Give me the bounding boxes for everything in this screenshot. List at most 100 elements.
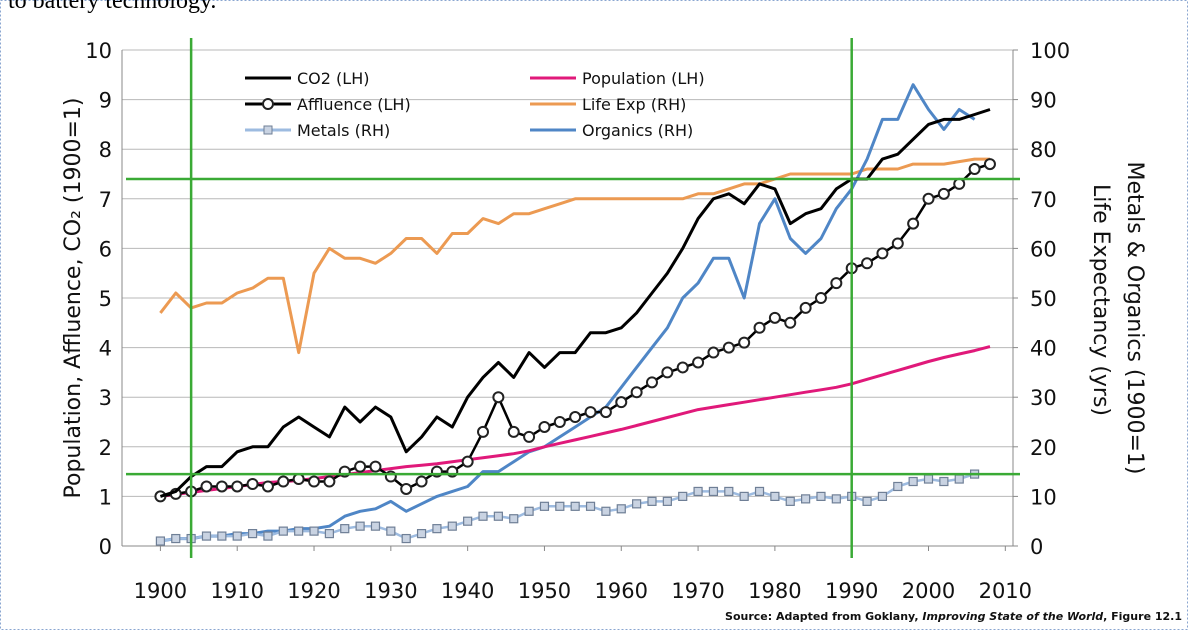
marker	[708, 486, 719, 497]
marker	[386, 526, 396, 536]
y2-tick-label: 0	[1030, 535, 1043, 559]
marker	[355, 521, 365, 531]
marker	[232, 531, 242, 541]
marker	[201, 531, 212, 541]
y2-tick-label: 10	[1030, 485, 1057, 509]
marker	[492, 391, 505, 404]
marker	[277, 475, 290, 488]
legend-label: Life Exp (RH)	[582, 95, 686, 114]
marker	[599, 406, 612, 419]
marker	[155, 536, 166, 546]
marker	[968, 163, 981, 176]
marker	[830, 277, 843, 290]
legend-label: Organics (RH)	[582, 121, 693, 140]
marker	[171, 533, 181, 544]
x-tick-label: 1940	[441, 579, 494, 603]
series-line	[159, 157, 990, 355]
source-text: , Figure 12.1	[1103, 610, 1182, 623]
marker	[877, 491, 888, 501]
marker	[200, 480, 213, 493]
marker	[416, 528, 427, 539]
x-tick-label: 1950	[518, 579, 571, 603]
x-tick-label: 1980	[748, 579, 801, 603]
x-tick-label: 2000	[902, 579, 955, 603]
marker	[308, 475, 321, 488]
legend-label: Population (LH)	[582, 69, 705, 88]
marker	[538, 420, 551, 433]
marker	[463, 516, 473, 526]
marker	[447, 521, 457, 531]
marker	[585, 501, 596, 511]
marker	[616, 504, 626, 514]
marker	[785, 496, 795, 506]
marker	[784, 316, 797, 329]
y-tick-label: 7	[99, 188, 112, 212]
marker	[678, 491, 688, 501]
marker	[523, 430, 536, 443]
legend-label: CO2 (LH)	[297, 69, 369, 88]
marker	[555, 501, 565, 511]
y-axis-label: Population, Affluence, CO₂ (1900=1)	[61, 97, 86, 498]
marker	[876, 247, 889, 260]
marker	[908, 476, 918, 487]
marker	[801, 494, 811, 504]
marker	[861, 257, 874, 270]
marker	[509, 514, 519, 524]
marker	[816, 491, 826, 501]
y-tick-label: 8	[99, 138, 112, 162]
marker	[738, 336, 751, 349]
marker	[722, 341, 735, 354]
marker	[692, 356, 705, 369]
marker	[323, 475, 336, 488]
y2-tick-label: 70	[1030, 188, 1057, 212]
marker	[814, 292, 827, 304]
marker	[553, 416, 566, 428]
marker	[278, 526, 288, 536]
marker	[630, 386, 643, 399]
marker	[923, 474, 934, 484]
marker	[770, 491, 780, 501]
y2-axis-label: Life Expectancy (yrs)	[1088, 184, 1113, 416]
y-tick-label: 1	[99, 485, 112, 509]
marker	[983, 158, 996, 171]
x-tick-label: 1960	[595, 579, 648, 603]
marker	[354, 460, 367, 473]
marker	[400, 482, 413, 495]
y-tick-label: 4	[99, 337, 112, 361]
marker	[324, 528, 334, 539]
y-tick-label: 0	[99, 535, 112, 559]
marker	[524, 506, 534, 516]
marker	[937, 187, 950, 200]
marker	[263, 531, 273, 541]
marker	[294, 526, 304, 536]
marker	[724, 486, 734, 497]
y2-tick-label: 80	[1030, 138, 1057, 162]
marker	[753, 321, 766, 334]
marker	[615, 396, 628, 409]
marker	[461, 455, 474, 468]
marker	[477, 425, 490, 438]
x-tick-label: 1910	[210, 579, 263, 603]
marker	[401, 533, 411, 544]
x-tick-label: 2010	[979, 579, 1032, 603]
marker	[645, 376, 658, 389]
marker	[739, 491, 749, 501]
marker	[569, 411, 582, 424]
x-tick-label: 1970	[671, 579, 724, 603]
y2-tick-label: 100	[1030, 39, 1070, 63]
marker	[954, 474, 964, 484]
marker	[907, 217, 920, 230]
marker	[493, 511, 503, 521]
marker	[370, 521, 381, 531]
y-tick-label: 2	[99, 436, 112, 460]
x-tick-label: 1990	[825, 579, 878, 603]
marker	[662, 496, 672, 506]
marker	[893, 481, 903, 492]
marker	[539, 501, 550, 511]
marker	[369, 460, 382, 473]
marker	[693, 486, 703, 497]
marker	[415, 475, 428, 488]
marker	[939, 476, 949, 487]
source: Source: Adapted from Goklany, Improving …	[725, 610, 1182, 623]
